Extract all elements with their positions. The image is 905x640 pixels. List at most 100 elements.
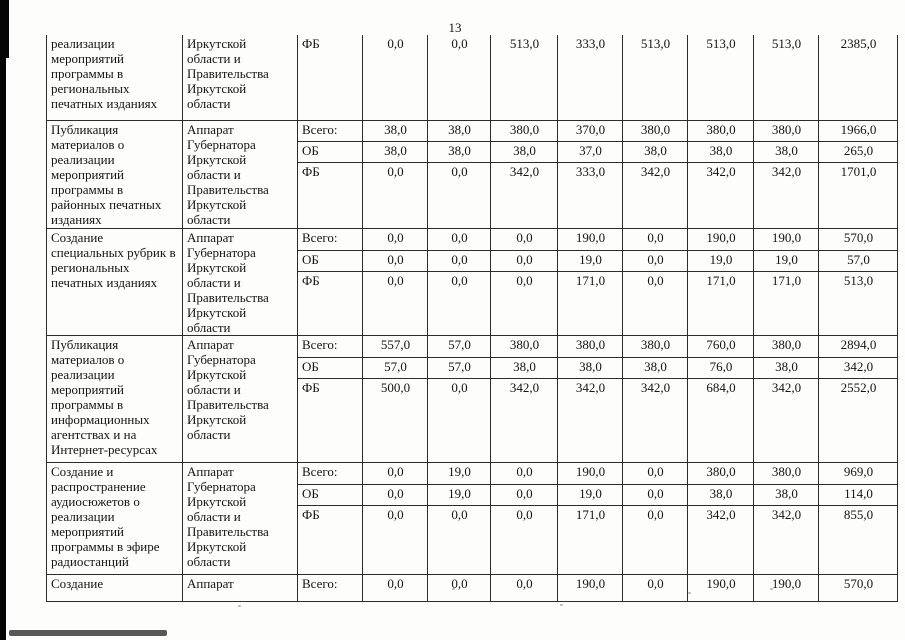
value-cell: 0,0	[622, 227, 688, 251]
value-cell: 0,0	[490, 249, 558, 273]
value-cell: 0,0	[362, 461, 428, 485]
value-cell: 380,0	[622, 334, 688, 358]
value-cell: 760,0	[687, 334, 754, 358]
value-cell: 19,0	[753, 249, 819, 273]
funding-table: реализации мероприятий программы в регио…	[46, 35, 898, 602]
value-cell: 380,0	[687, 119, 754, 142]
value-cell: 19,0	[557, 483, 623, 506]
value-cell: 38,0	[490, 356, 558, 379]
value-cell: 0,0	[622, 573, 688, 602]
value-cell: 171,0	[557, 271, 623, 336]
value-cell: 0,0	[622, 504, 688, 575]
agency-cell: Аппарат Губернатора Иркутской области и …	[182, 334, 298, 463]
value-cell: 0,0	[427, 227, 491, 251]
value-cell: 0,0	[362, 573, 428, 602]
value-cell: 38,0	[687, 483, 754, 506]
value-cell: 19,0	[427, 483, 491, 506]
value-cell: 333,0	[557, 35, 623, 121]
table-row: Создание и распространение аудиосюжетов …	[46, 461, 898, 575]
value-cell: 37,0	[557, 140, 623, 163]
value-cell: 342,0	[818, 356, 898, 379]
value-cell: 342,0	[687, 161, 754, 229]
scan-speck	[688, 592, 691, 594]
table-row: реализации мероприятий программы в регио…	[46, 35, 898, 121]
table-row: ФБ 500,0 0,0 342,0 342,0 342,0 684,0 342,0 2552,…	[47, 377, 898, 463]
value-cell: 570,0	[818, 227, 898, 251]
value-cell: 0,0	[490, 227, 558, 251]
value-cell: 57,0	[818, 249, 898, 273]
value-cell: 0,0	[490, 483, 558, 506]
activity-cell: Публикация материалов о реализации мероп…	[46, 119, 183, 229]
value-cell: 57,0	[362, 356, 428, 379]
scan-speck	[560, 604, 563, 606]
funding-source-cell: ФБ	[297, 377, 363, 463]
value-cell: 370,0	[557, 119, 623, 142]
funding-source-cell: ФБ	[297, 504, 363, 575]
funding-source-cell: ФБ	[297, 271, 363, 336]
scan-edge-artifact	[0, 0, 6, 640]
table-row: Создание Аппарат Всего: 0,0 0,0 0,0 190,0 0,0 19…	[46, 573, 898, 602]
activity-cell: Создание специальных рубрик в региональн…	[46, 227, 183, 336]
value-cell: 2894,0	[818, 334, 898, 358]
value-cell: 380,0	[687, 461, 754, 485]
value-cell: 342,0	[490, 377, 558, 463]
value-cell: 513,0	[753, 35, 819, 121]
table-row: ФБ 0,0 0,0 342,0 333,0 342,0 342,0 342,0 1701,0	[47, 161, 898, 229]
value-cell: 380,0	[490, 119, 558, 142]
value-cell: 513,0	[622, 35, 688, 121]
funding-source-cell: ОБ	[297, 483, 363, 506]
funding-source-cell: Всего:	[297, 119, 363, 142]
value-cell: 380,0	[490, 334, 558, 358]
table-row: ОБ 0,0 0,0 0,0 19,0 0,0 19,0 19,0 57,0	[47, 249, 898, 273]
value-cell: 1966,0	[818, 119, 898, 142]
value-cell: 0,0	[427, 504, 491, 575]
value-cell: 0,0	[362, 35, 428, 121]
value-cell: 380,0	[753, 119, 819, 142]
value-cell: 513,0	[818, 271, 898, 336]
value-cell: 513,0	[490, 35, 558, 121]
value-cell: 0,0	[490, 461, 558, 485]
value-cell: 0,0	[427, 249, 491, 273]
value-cell: 0,0	[622, 483, 688, 506]
table-row: ФБ 0,0 0,0 0,0 171,0 0,0 342,0 342,0 855,0	[47, 504, 898, 575]
value-cell: 380,0	[622, 119, 688, 142]
value-cell: 57,0	[427, 356, 491, 379]
value-cell: 513,0	[687, 35, 754, 121]
value-cell: 684,0	[687, 377, 754, 463]
value-cell: 38,0	[557, 356, 623, 379]
value-cell: 0,0	[362, 161, 428, 229]
value-cell: 190,0	[557, 227, 623, 251]
value-cell: 0,0	[622, 461, 688, 485]
value-cell: 0,0	[490, 573, 558, 602]
funding-source-cell: Всего:	[297, 573, 363, 602]
value-cell: 342,0	[753, 377, 819, 463]
funding-source-cell: ФБ	[297, 35, 363, 121]
value-cell: 557,0	[362, 334, 428, 358]
funding-source-cell: Всего:	[297, 461, 363, 485]
value-cell: 0,0	[427, 35, 491, 121]
value-cell: 500,0	[362, 377, 428, 463]
activity-cell: реализации мероприятий программы в регио…	[46, 35, 183, 121]
funding-source-cell: ОБ	[297, 249, 363, 273]
value-cell: 265,0	[818, 140, 898, 163]
value-cell: 969,0	[818, 461, 898, 485]
table-row: Публикация материалов о реализации мероп…	[46, 119, 898, 229]
funding-source-cell: ОБ	[297, 140, 363, 163]
scan-speck	[770, 588, 773, 590]
value-cell: 0,0	[427, 377, 491, 463]
value-cell: 19,0	[427, 461, 491, 485]
table-row: Создание специальных рубрик в региональн…	[46, 227, 898, 336]
activity-cell: Публикация материалов о реализации мероп…	[46, 334, 183, 463]
activity-cell: Создание и распространение аудиосюжетов …	[46, 461, 183, 575]
value-cell: 190,0	[753, 227, 819, 251]
value-cell: 0,0	[362, 227, 428, 251]
value-cell: 19,0	[557, 249, 623, 273]
value-cell: 38,0	[753, 483, 819, 506]
agency-cell: Аппарат	[182, 573, 298, 602]
value-cell: 190,0	[687, 227, 754, 251]
value-cell: 171,0	[753, 271, 819, 336]
scan-edge-artifact-top	[0, 0, 9, 58]
value-cell: 380,0	[753, 461, 819, 485]
value-cell: 0,0	[362, 271, 428, 336]
